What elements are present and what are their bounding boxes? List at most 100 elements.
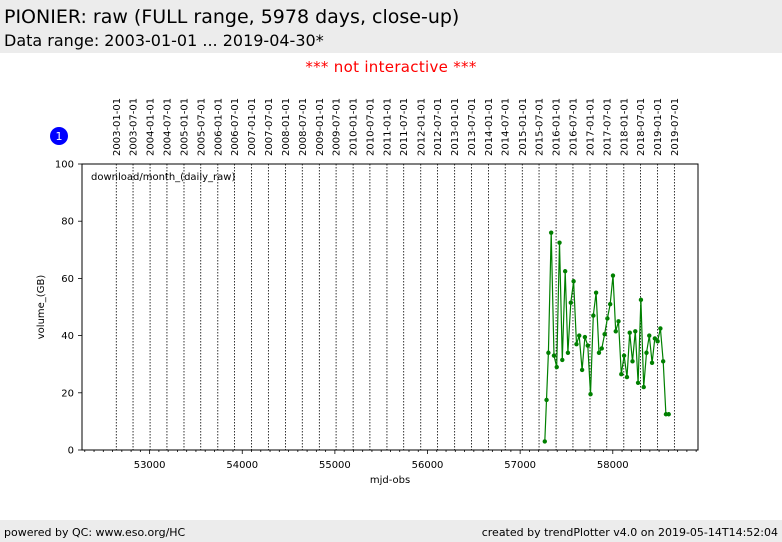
data-point <box>562 269 568 274</box>
data-point <box>647 333 652 338</box>
series-annotation: download/month_(daily_raw) <box>91 172 235 183</box>
data-point <box>666 412 671 417</box>
badge-label: 1 <box>56 130 63 143</box>
data-point <box>551 353 557 358</box>
plot-frame <box>81 163 699 451</box>
data-point <box>585 343 590 348</box>
date-marker-label: 2017-01-01 <box>585 98 596 156</box>
data-point <box>591 313 596 318</box>
data-point <box>579 367 585 373</box>
data-range-subtitle: Data range: 2003-01-01 ... 2019-04-30* <box>4 31 324 50</box>
data-point <box>582 334 588 340</box>
date-marker-label: 2005-07-01 <box>196 98 207 156</box>
y-tick-label: 80 <box>61 217 74 228</box>
date-marker-label: 2009-01-01 <box>315 98 326 156</box>
data-point <box>619 372 624 377</box>
date-marker-label: 2006-07-01 <box>230 98 241 156</box>
data-point <box>624 374 630 380</box>
data-point <box>635 380 641 385</box>
data-point <box>593 290 599 295</box>
footer-panel: powered by QC: www.eso.org/HC created by… <box>0 520 782 542</box>
date-marker-label: 2019-07-01 <box>670 98 681 156</box>
date-marker-label: 2015-07-01 <box>535 98 546 156</box>
date-marker-label: 2014-01-01 <box>484 98 495 156</box>
date-marker-label: 2013-07-01 <box>467 98 478 156</box>
date-marker-label: 2016-01-01 <box>552 98 563 156</box>
date-marker-label: 2015-01-01 <box>518 98 529 156</box>
data-point <box>610 273 616 278</box>
data-point <box>638 297 644 303</box>
data-point <box>630 359 635 364</box>
data-point <box>577 333 582 338</box>
date-marker-label: 2010-07-01 <box>365 98 376 156</box>
data-point <box>660 359 666 364</box>
series-line <box>544 232 669 442</box>
footer-created-by: created by trendPlotter v4.0 on 2019-05-… <box>481 526 778 539</box>
date-marker-label: 2011-07-01 <box>399 98 410 156</box>
data-point <box>548 230 554 235</box>
date-marker-label: 2010-01-01 <box>349 98 360 156</box>
x-tick-label: 57000 <box>504 460 536 471</box>
y-tick-label: 60 <box>61 274 74 285</box>
date-marker-label: 2012-01-01 <box>416 98 427 156</box>
data-point <box>544 397 549 403</box>
date-marker-label: 2006-01-01 <box>213 98 224 156</box>
data-point <box>607 301 613 307</box>
data-point <box>644 350 649 355</box>
x-tick-label: 53000 <box>134 460 166 471</box>
data-point <box>560 357 565 363</box>
data-point <box>565 350 571 355</box>
y-tick-label: 20 <box>61 388 74 399</box>
data-point <box>599 346 604 351</box>
x-tick-label: 55000 <box>319 460 351 471</box>
y-tick-label: 0 <box>68 446 74 457</box>
footer-credit: powered by QC: www.eso.org/HC <box>4 526 186 539</box>
date-marker-label: 2012-07-01 <box>433 98 444 156</box>
data-point <box>596 350 602 355</box>
data-point <box>627 330 632 335</box>
data-point <box>655 339 660 344</box>
plot-number-badge[interactable]: 1 <box>50 127 68 145</box>
data-point <box>652 336 658 341</box>
y-axis-ticks: 0 20 40 60 80 100 <box>55 160 82 457</box>
date-marker-label: 2007-07-01 <box>264 98 275 156</box>
data-point <box>616 319 621 324</box>
x-axis-ticks: 53000 54000 55000 56000 57000 58000 <box>84 450 697 471</box>
date-marker-label: 2003-07-01 <box>129 98 140 156</box>
date-marker-label: 2009-07-01 <box>332 98 343 156</box>
data-point <box>571 279 576 284</box>
y-tick-label: 40 <box>61 331 74 342</box>
data-point <box>542 439 547 444</box>
date-marker-label: 2013-01-01 <box>450 98 461 156</box>
data-point <box>602 331 607 337</box>
y-tick-label: 100 <box>55 160 74 171</box>
date-marker-label: 2007-01-01 <box>247 98 258 156</box>
data-point <box>574 341 579 347</box>
date-marker-label: 2005-01-01 <box>179 98 190 156</box>
date-marker-label: 2018-01-01 <box>619 98 630 156</box>
x-tick-label: 58000 <box>597 460 629 471</box>
date-marker-label: 2003-01-01 <box>112 98 123 156</box>
date-marker-label: 2008-07-01 <box>298 98 309 156</box>
data-point <box>605 316 610 321</box>
date-marker-label: 2008-01-01 <box>281 98 292 156</box>
data-point <box>546 350 551 355</box>
date-marker-label: 2017-07-01 <box>602 98 613 156</box>
not-interactive-notice: *** not interactive *** <box>305 58 477 76</box>
date-marker-label: 2019-01-01 <box>653 98 664 156</box>
badge-circle <box>50 127 68 145</box>
header-panel: PIONIER: raw (FULL range, 5978 days, clo… <box>0 0 782 53</box>
data-point <box>557 240 562 245</box>
data-point <box>621 353 627 358</box>
date-marker-lines <box>115 164 675 450</box>
y-axis-label: volume_(GB) <box>36 275 47 340</box>
data-point <box>633 329 638 334</box>
date-marker-label: 2018-07-01 <box>636 98 647 156</box>
data-point <box>554 364 559 370</box>
data-point <box>613 329 618 334</box>
data-point <box>649 360 655 365</box>
date-marker-label: 2011-01-01 <box>382 98 393 156</box>
x-tick-label: 56000 <box>412 460 444 471</box>
date-marker-label: 2014-07-01 <box>501 98 512 156</box>
